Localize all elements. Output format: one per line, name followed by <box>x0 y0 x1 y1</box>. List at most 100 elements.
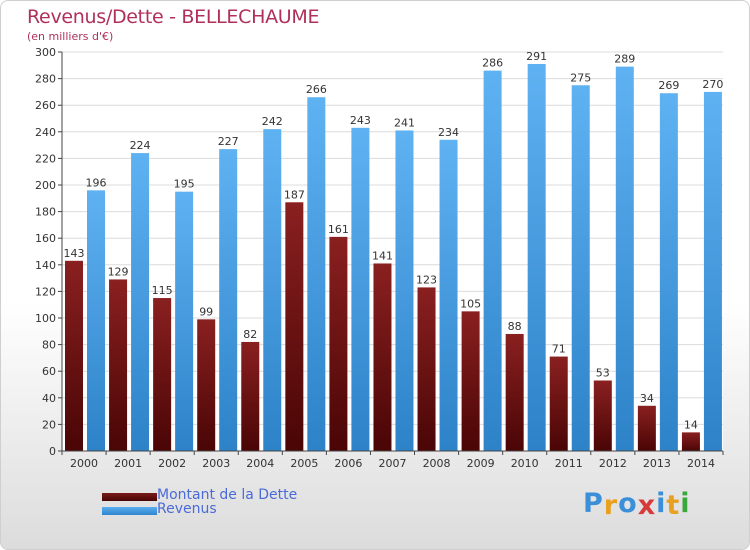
legend-swatch-debt <box>102 493 157 501</box>
data-label-debt: 187 <box>284 188 305 201</box>
chart-subtitle: (en milliers d'€) <box>27 30 114 43</box>
x-tick-label: 2010 <box>511 457 539 470</box>
data-label-debt: 143 <box>64 247 85 260</box>
data-label-revenus: 224 <box>130 139 151 152</box>
bar-debt <box>637 405 656 451</box>
bar-debt <box>373 263 392 451</box>
legend-label-revenus: Revenus <box>157 501 217 517</box>
bar-debt <box>109 279 128 451</box>
bar-debt <box>461 311 480 451</box>
brand-letter: o <box>618 488 638 519</box>
data-label-revenus: 195 <box>174 178 195 191</box>
brand-letter: t <box>666 490 681 521</box>
bar-revenus <box>263 129 282 451</box>
legend-swatch-revenus <box>102 507 157 515</box>
bar-revenus <box>87 190 105 451</box>
bar-debt <box>241 341 260 451</box>
x-tick-label: 2014 <box>687 457 715 470</box>
data-label-revenus: 266 <box>306 83 327 96</box>
y-tick-label: 200 <box>35 179 56 192</box>
y-tick-label: 280 <box>35 73 56 86</box>
bar-revenus <box>483 70 502 452</box>
y-tick-label: 260 <box>35 99 56 112</box>
data-label-debt: 82 <box>243 328 257 341</box>
data-label-debt: 14 <box>684 418 698 431</box>
x-tick-label: 2000 <box>70 457 98 470</box>
data-label-revenus: 234 <box>438 126 459 139</box>
x-tick-label: 2012 <box>599 457 627 470</box>
bar-revenus <box>703 91 722 452</box>
y-tick-label: 160 <box>35 232 56 245</box>
data-label-debt: 115 <box>152 284 173 297</box>
data-label-revenus: 289 <box>614 53 635 66</box>
bar-revenus <box>175 191 194 451</box>
x-tick-label: 2011 <box>555 457 583 470</box>
bar-revenus <box>219 149 238 451</box>
data-label-debt: 88 <box>508 320 522 333</box>
bar-debt <box>549 356 568 451</box>
chart-title: Revenus/Dette - BELLECHAUME <box>27 6 320 28</box>
bar-revenus <box>395 130 414 451</box>
data-label-debt: 71 <box>552 343 566 356</box>
data-label-revenus: 242 <box>262 115 283 128</box>
bar-debt <box>681 432 700 451</box>
data-label-revenus: 243 <box>350 114 371 127</box>
bar-revenus <box>131 153 150 451</box>
bar-debt <box>153 298 172 451</box>
bar-debt <box>65 260 83 451</box>
data-label-revenus: 227 <box>218 135 239 148</box>
bar-debt <box>285 202 304 451</box>
y-tick-label: 80 <box>42 339 56 352</box>
y-tick-label: 60 <box>42 365 56 378</box>
bar-revenus <box>571 85 590 451</box>
y-tick-label: 300 <box>35 46 56 59</box>
data-label-debt: 141 <box>372 249 393 262</box>
y-tick-label: 220 <box>35 152 56 165</box>
y-tick-label: 240 <box>35 126 56 139</box>
data-label-revenus: 196 <box>86 176 107 189</box>
brand-letter: i <box>656 488 667 519</box>
brand-logo: Proxiti <box>583 488 691 521</box>
brand-letter: x <box>637 490 657 521</box>
bar-debt <box>197 319 216 451</box>
x-tick-label: 2007 <box>379 457 407 470</box>
bar-revenus <box>527 63 546 451</box>
bar-debt <box>505 333 524 451</box>
data-label-debt: 105 <box>460 297 481 310</box>
legend-label-debt: Montant de la Dette <box>157 487 298 503</box>
x-tick-label: 2001 <box>114 457 142 470</box>
y-tick-label: 40 <box>42 392 56 405</box>
plot-area <box>62 52 723 451</box>
y-tick-label: 140 <box>35 259 56 272</box>
data-label-revenus: 291 <box>526 50 547 63</box>
brand-letter: P <box>583 488 604 519</box>
bar-revenus <box>439 139 458 451</box>
data-label-revenus: 269 <box>658 79 679 92</box>
data-label-revenus: 286 <box>482 57 503 70</box>
bar-debt <box>593 380 612 451</box>
data-label-debt: 99 <box>199 305 213 318</box>
data-label-revenus: 275 <box>570 71 591 84</box>
y-tick-label: 120 <box>35 285 56 298</box>
bar-revenus <box>351 127 370 451</box>
x-tick-label: 2008 <box>423 457 451 470</box>
x-tick-label: 2005 <box>290 457 318 470</box>
brand-letter: i <box>680 488 691 519</box>
brand-letter: r <box>603 490 619 521</box>
y-tick-label: 100 <box>35 312 56 325</box>
y-tick-label: 180 <box>35 206 56 219</box>
bar-debt <box>329 236 348 451</box>
x-tick-label: 2009 <box>467 457 495 470</box>
x-tick-label: 2006 <box>334 457 362 470</box>
x-tick-label: 2013 <box>643 457 671 470</box>
x-tick-label: 2003 <box>202 457 230 470</box>
data-label-revenus: 241 <box>394 116 415 129</box>
bar-revenus <box>307 97 326 451</box>
data-label-debt: 123 <box>416 273 437 286</box>
bar-revenus <box>659 93 678 451</box>
data-label-debt: 34 <box>640 392 654 405</box>
data-label-debt: 53 <box>596 367 610 380</box>
x-tick-label: 2004 <box>246 457 274 470</box>
